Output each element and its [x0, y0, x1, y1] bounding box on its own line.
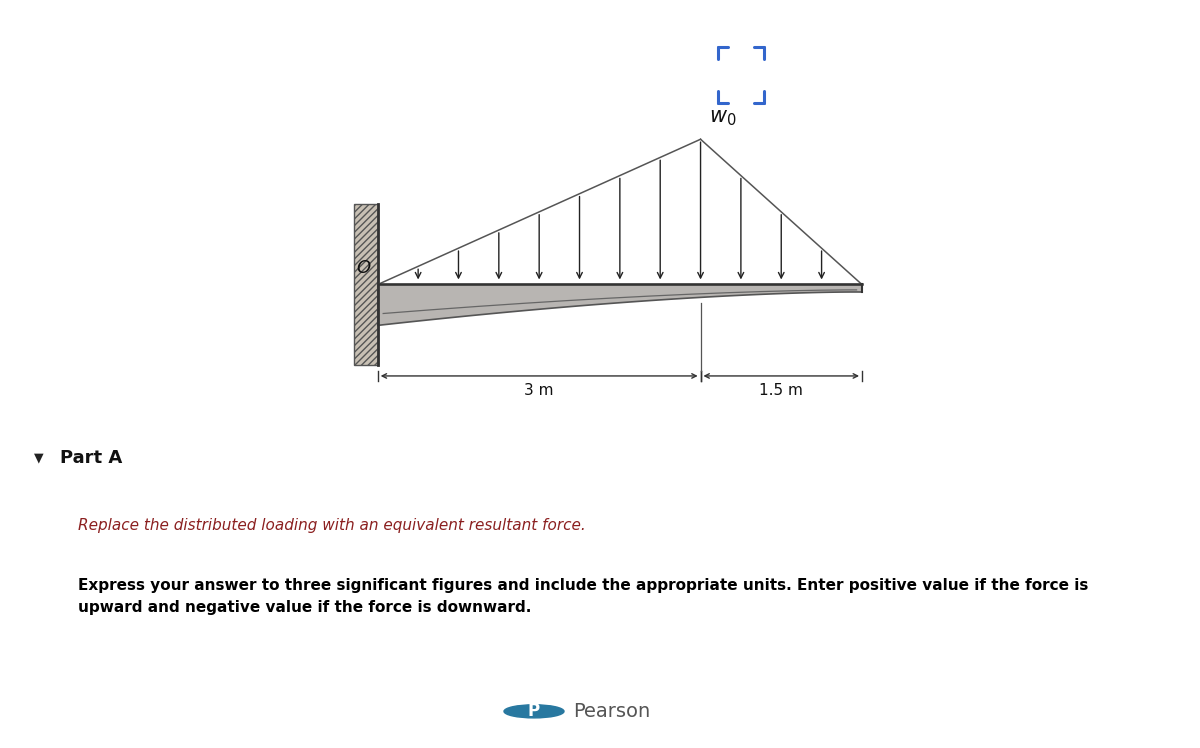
Text: Part A: Part A	[60, 449, 122, 468]
Text: ▼: ▼	[34, 452, 43, 465]
Text: P: P	[528, 702, 540, 720]
Text: 3 m: 3 m	[524, 384, 554, 399]
Polygon shape	[378, 284, 862, 325]
Text: $O$: $O$	[356, 259, 371, 277]
Circle shape	[504, 705, 564, 718]
Text: Replace the distributed loading with an equivalent resultant force.: Replace the distributed loading with an …	[78, 518, 586, 533]
Text: Express your answer to three significant figures and include the appropriate uni: Express your answer to three significant…	[78, 577, 1088, 615]
Polygon shape	[354, 203, 378, 365]
Text: 1.5 m: 1.5 m	[760, 384, 803, 399]
Text: $w_0$: $w_0$	[709, 109, 737, 129]
Text: Pearson: Pearson	[574, 702, 650, 721]
